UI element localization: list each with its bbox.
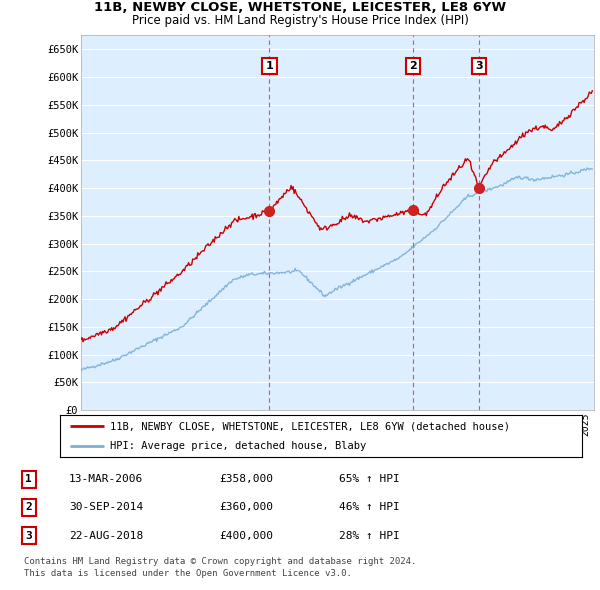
Text: £400,000: £400,000 [219, 531, 273, 540]
Text: Contains HM Land Registry data © Crown copyright and database right 2024.: Contains HM Land Registry data © Crown c… [24, 558, 416, 566]
Text: 2: 2 [25, 503, 32, 512]
Text: 65% ↑ HPI: 65% ↑ HPI [339, 474, 400, 484]
Text: HPI: Average price, detached house, Blaby: HPI: Average price, detached house, Blab… [110, 441, 366, 451]
Text: 3: 3 [25, 531, 32, 540]
Text: £358,000: £358,000 [219, 474, 273, 484]
Text: 3: 3 [475, 61, 482, 71]
Text: 1: 1 [25, 474, 32, 484]
Text: 1: 1 [266, 61, 273, 71]
Text: 11B, NEWBY CLOSE, WHETSTONE, LEICESTER, LE8 6YW (detached house): 11B, NEWBY CLOSE, WHETSTONE, LEICESTER, … [110, 421, 509, 431]
Text: 2: 2 [409, 61, 417, 71]
Text: 13-MAR-2006: 13-MAR-2006 [69, 474, 143, 484]
Text: Price paid vs. HM Land Registry's House Price Index (HPI): Price paid vs. HM Land Registry's House … [131, 14, 469, 27]
Text: 30-SEP-2014: 30-SEP-2014 [69, 503, 143, 512]
Text: 22-AUG-2018: 22-AUG-2018 [69, 531, 143, 540]
Text: This data is licensed under the Open Government Licence v3.0.: This data is licensed under the Open Gov… [24, 569, 352, 578]
Text: 11B, NEWBY CLOSE, WHETSTONE, LEICESTER, LE8 6YW: 11B, NEWBY CLOSE, WHETSTONE, LEICESTER, … [94, 1, 506, 14]
Text: £360,000: £360,000 [219, 503, 273, 512]
Text: 28% ↑ HPI: 28% ↑ HPI [339, 531, 400, 540]
Text: 46% ↑ HPI: 46% ↑ HPI [339, 503, 400, 512]
